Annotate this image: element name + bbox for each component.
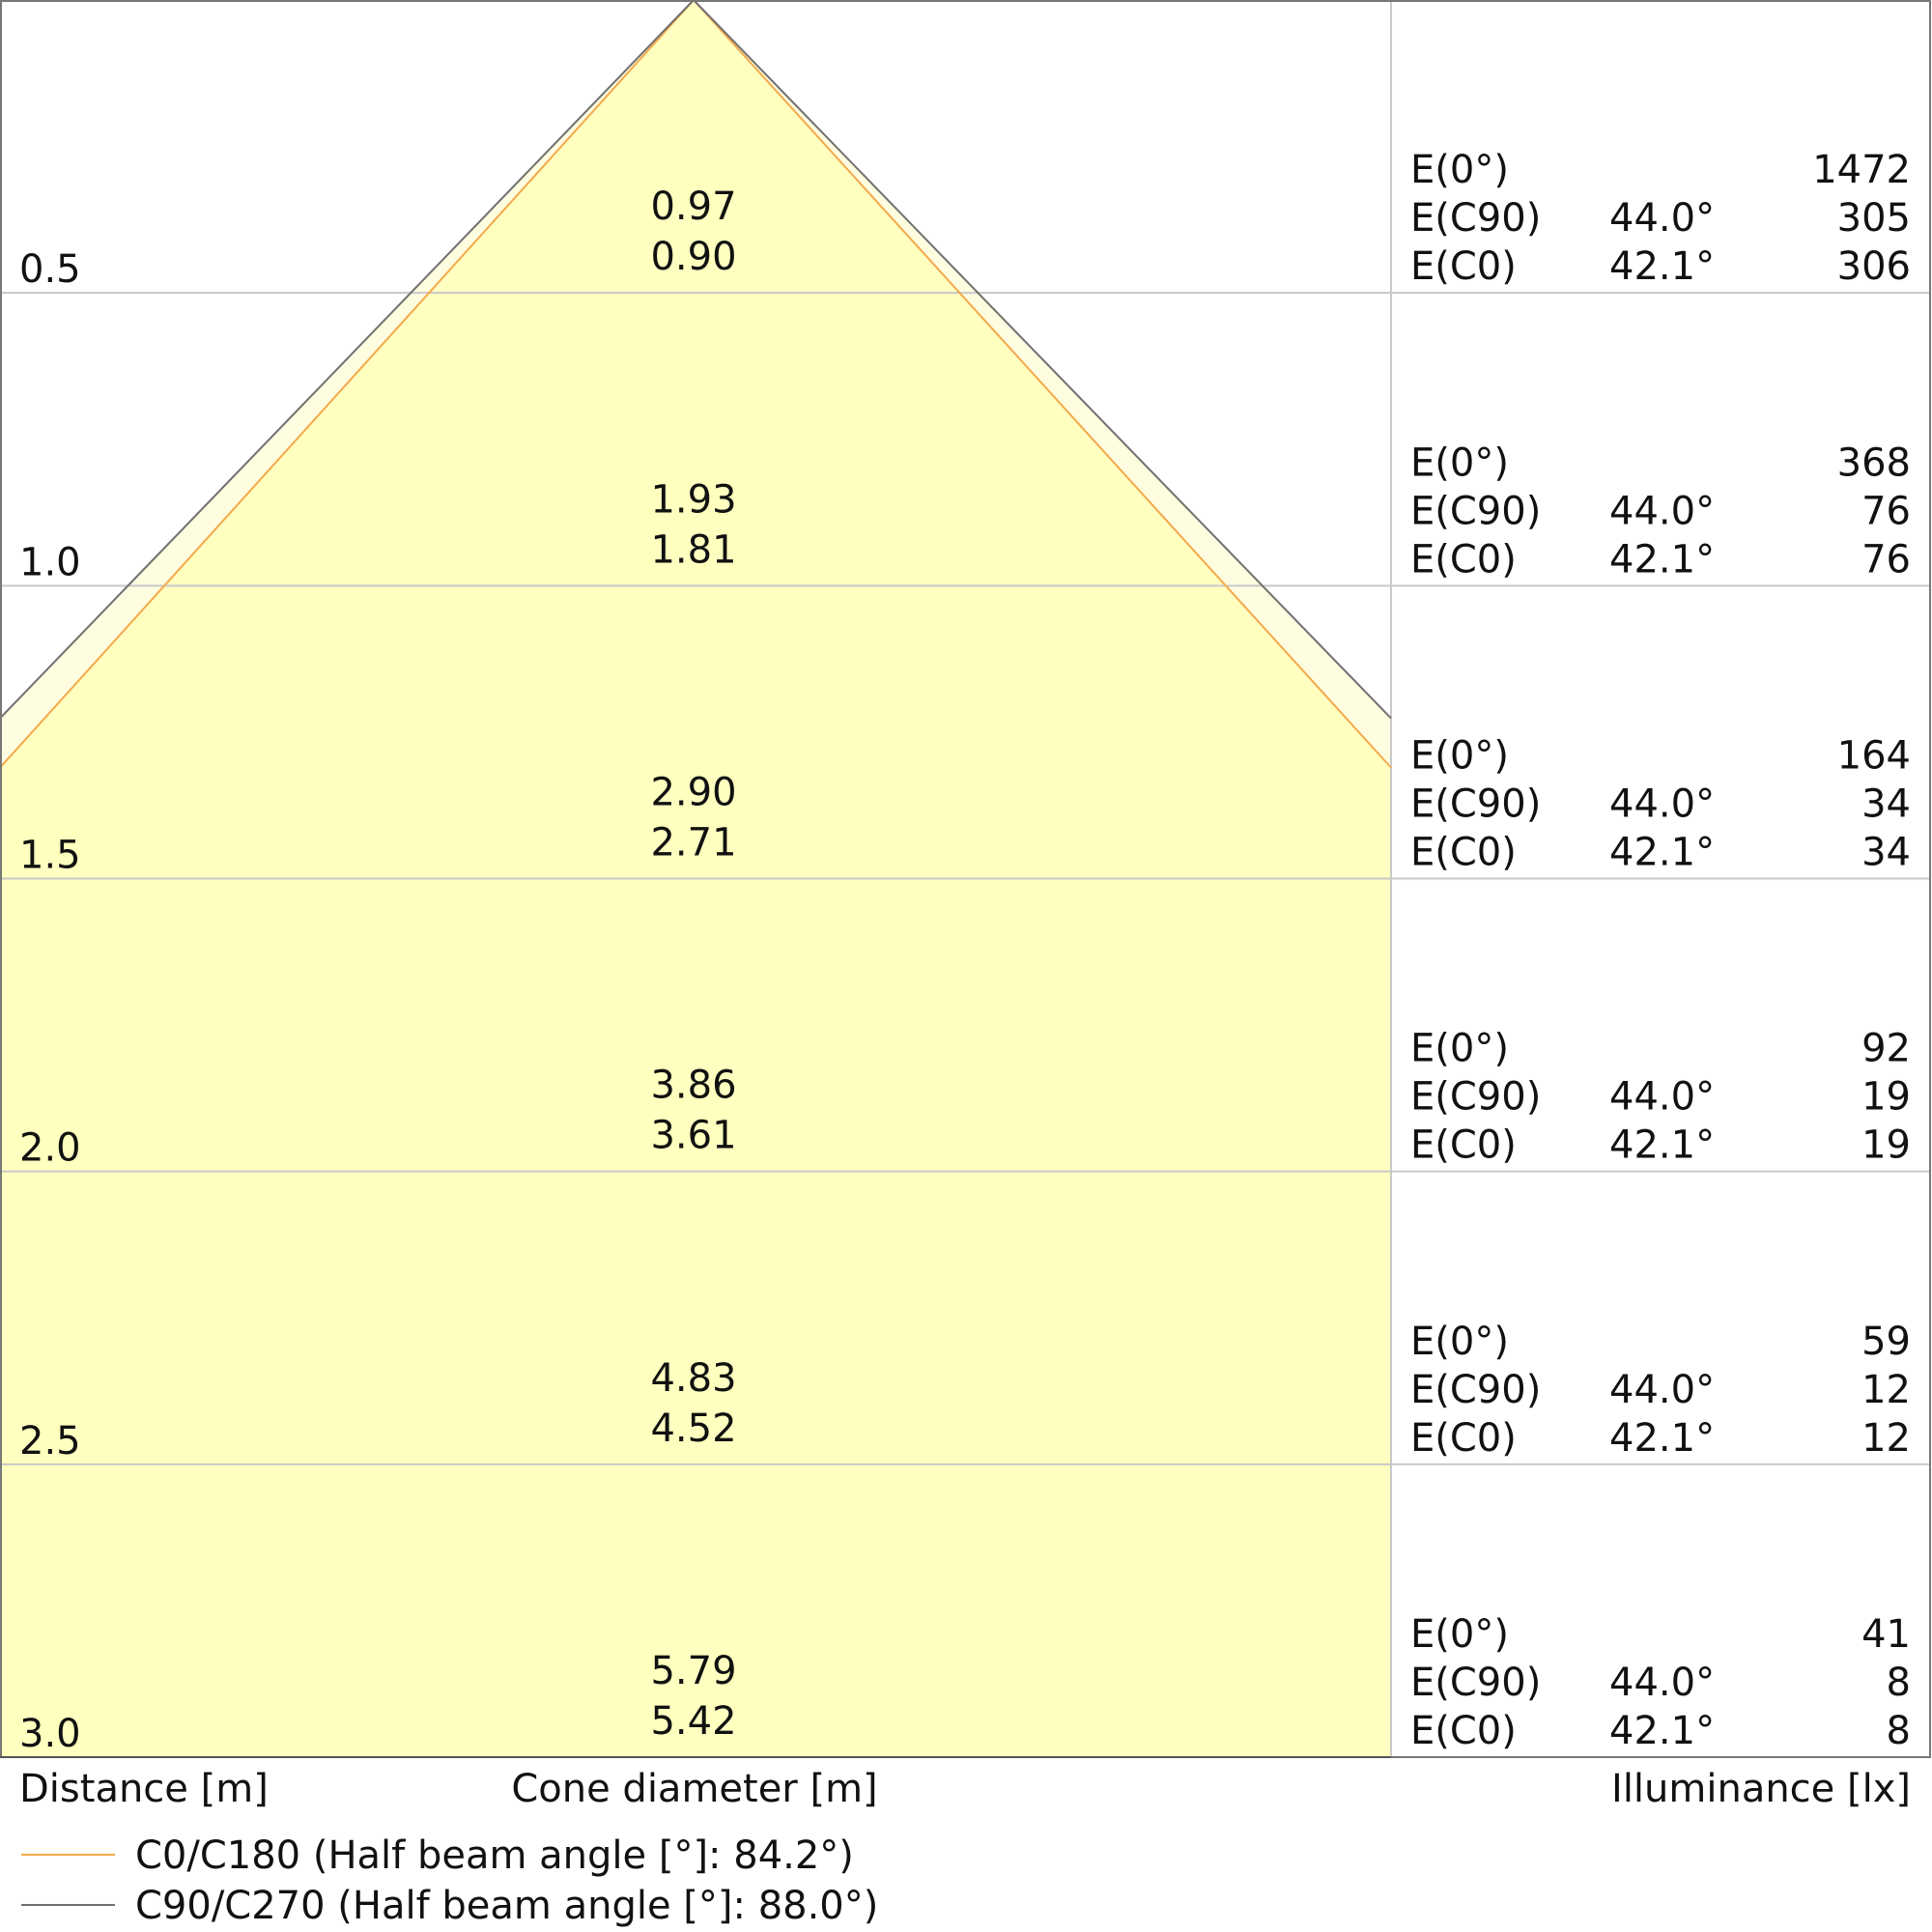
illuminance-c0: 12 bbox=[1861, 1416, 1911, 1461]
angle-c0: 42.1° bbox=[1609, 244, 1715, 289]
illuminance-row-label: E(0°) bbox=[1410, 734, 1509, 779]
diameter-label-c0: 2.71 bbox=[650, 821, 736, 866]
illuminance-row-label: E(C90) bbox=[1410, 782, 1541, 827]
illuminance-row-label: E(0°) bbox=[1410, 1612, 1509, 1657]
angle-c0: 42.1° bbox=[1609, 537, 1715, 582]
illuminance-row-label: E(C90) bbox=[1410, 489, 1541, 533]
angle-c90: 44.0° bbox=[1609, 782, 1715, 827]
cone-diameter-label: Cone diameter [m] bbox=[511, 1767, 877, 1811]
diameter-label-c90: 3.86 bbox=[650, 1064, 736, 1108]
illuminance-c90: 76 bbox=[1861, 489, 1911, 533]
illuminance-c90: 12 bbox=[1861, 1368, 1911, 1412]
illuminance-row-label: E(C0) bbox=[1410, 1709, 1517, 1753]
angle-c0: 42.1° bbox=[1609, 1123, 1715, 1168]
angle-c90: 44.0° bbox=[1609, 489, 1715, 533]
series-line-c90 bbox=[0, 0, 1392, 720]
diameter-label-c0: 4.52 bbox=[650, 1406, 736, 1451]
illuminance-row-label: E(C0) bbox=[1410, 537, 1517, 582]
illuminance-c0: 19 bbox=[1861, 1123, 1911, 1168]
x-axis-label: Distance [m] bbox=[19, 1767, 269, 1811]
legend-label-c0: C0/C180 (Half beam angle [°]: 84.2°) bbox=[135, 1833, 854, 1878]
illuminance-c0: 8 bbox=[1887, 1709, 1911, 1753]
illuminance-c0: 34 bbox=[1861, 831, 1911, 875]
illuminance-c90: 19 bbox=[1861, 1075, 1911, 1120]
diameter-label-c0: 5.42 bbox=[650, 1699, 736, 1744]
illuminance-row-label: E(0°) bbox=[1410, 148, 1509, 192]
diameter-label-c0: 0.90 bbox=[650, 235, 736, 279]
distance-tick-label: 2.5 bbox=[19, 1419, 81, 1463]
angle-c90: 44.0° bbox=[1609, 196, 1715, 241]
diameter-label-c90: 2.90 bbox=[650, 771, 736, 815]
illuminance-row-label: E(C0) bbox=[1410, 244, 1517, 289]
angle-c90: 44.0° bbox=[1609, 1368, 1715, 1412]
illuminance-row-label: E(C90) bbox=[1410, 1661, 1541, 1705]
angle-c0: 42.1° bbox=[1609, 1709, 1715, 1753]
diameter-label-c90: 1.93 bbox=[650, 477, 736, 522]
angle-c0: 42.1° bbox=[1609, 1416, 1715, 1461]
illuminance-e0: 1472 bbox=[1812, 148, 1911, 192]
distance-tick-label: 3.0 bbox=[19, 1712, 81, 1756]
diameter-label-c90: 4.83 bbox=[650, 1356, 736, 1401]
illuminance-e0: 368 bbox=[1837, 440, 1911, 485]
illuminance-e0: 92 bbox=[1861, 1027, 1911, 1071]
illuminance-row-label: E(0°) bbox=[1410, 1027, 1509, 1071]
illuminance-c90: 8 bbox=[1887, 1661, 1911, 1705]
illuminance-e0: 59 bbox=[1861, 1320, 1911, 1364]
illuminance-row-label: E(C90) bbox=[1410, 1368, 1541, 1412]
illuminance-row-label: E(C0) bbox=[1410, 1416, 1517, 1461]
illuminance-row-label: E(0°) bbox=[1410, 1320, 1509, 1364]
distance-tick-label: 0.5 bbox=[19, 247, 81, 292]
illuminance-row-label: E(C90) bbox=[1410, 1075, 1541, 1120]
illuminance-c90: 305 bbox=[1837, 196, 1911, 241]
illuminance-label: Illuminance [lx] bbox=[1611, 1767, 1911, 1811]
illuminance-row-label: E(C0) bbox=[1410, 831, 1517, 875]
illuminance-c0: 76 bbox=[1861, 537, 1911, 582]
diameter-label-c0: 3.61 bbox=[650, 1114, 736, 1158]
series-line-c0 bbox=[0, 0, 1392, 769]
illuminance-row-label: E(C90) bbox=[1410, 196, 1541, 241]
angle-c90: 44.0° bbox=[1609, 1661, 1715, 1705]
distance-tick-label: 1.0 bbox=[19, 540, 81, 584]
distance-tick-label: 1.5 bbox=[19, 834, 81, 878]
illuminance-e0: 41 bbox=[1861, 1612, 1911, 1657]
diameter-label-c90: 0.97 bbox=[650, 185, 736, 229]
diameter-label-c0: 1.81 bbox=[650, 527, 736, 572]
angle-c90: 44.0° bbox=[1609, 1075, 1715, 1120]
angle-c0: 42.1° bbox=[1609, 831, 1715, 875]
diameter-label-c90: 5.79 bbox=[650, 1649, 736, 1693]
illuminance-e0: 164 bbox=[1837, 734, 1911, 779]
illuminance-row-label: E(C0) bbox=[1410, 1123, 1517, 1168]
legend-label-c90: C90/C270 (Half beam angle [°]: 88.0°) bbox=[135, 1884, 878, 1928]
illuminance-c0: 306 bbox=[1837, 244, 1911, 289]
distance-tick-label: 2.0 bbox=[19, 1126, 81, 1171]
illuminance-row-label: E(0°) bbox=[1410, 440, 1509, 485]
illuminance-c90: 34 bbox=[1861, 782, 1911, 827]
